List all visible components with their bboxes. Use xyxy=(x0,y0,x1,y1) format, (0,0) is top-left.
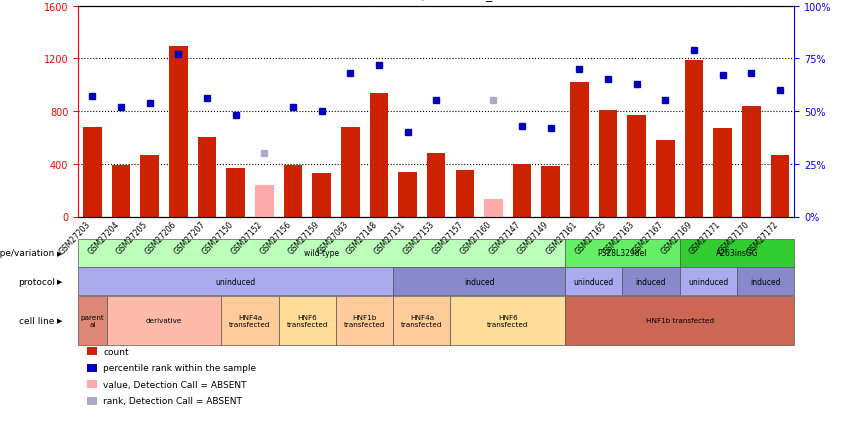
Bar xyxy=(685,60,703,217)
Text: ▶: ▶ xyxy=(57,250,62,256)
Bar xyxy=(341,128,359,217)
Text: GSM27153: GSM27153 xyxy=(401,219,437,256)
Text: GSM27165: GSM27165 xyxy=(573,219,608,256)
Text: GSM27151: GSM27151 xyxy=(373,219,408,255)
Text: GSM27205: GSM27205 xyxy=(115,219,150,256)
Text: ▶: ▶ xyxy=(57,279,62,284)
Text: uninduced: uninduced xyxy=(215,277,256,286)
Text: GSM27152: GSM27152 xyxy=(230,219,264,255)
Text: GSM27203: GSM27203 xyxy=(57,219,92,256)
Text: HNF4a
transfected: HNF4a transfected xyxy=(229,314,271,327)
Bar xyxy=(484,200,503,217)
Text: GSM27156: GSM27156 xyxy=(258,219,293,256)
Bar xyxy=(513,164,531,217)
Bar xyxy=(112,166,130,217)
Text: GSM27150: GSM27150 xyxy=(201,219,236,256)
Text: induced: induced xyxy=(464,277,495,286)
Text: GSM27167: GSM27167 xyxy=(630,219,665,256)
Bar xyxy=(713,129,732,217)
Text: HNF6
transfected: HNF6 transfected xyxy=(286,314,328,327)
Bar xyxy=(542,167,560,217)
Text: GSM27149: GSM27149 xyxy=(516,219,551,256)
Text: value, Detection Call = ABSENT: value, Detection Call = ABSENT xyxy=(103,380,247,389)
Text: wild type: wild type xyxy=(304,249,339,258)
Text: parent
al: parent al xyxy=(81,314,104,327)
Text: GSM27207: GSM27207 xyxy=(172,219,207,256)
Text: GSM27163: GSM27163 xyxy=(602,219,637,256)
Text: GSM27172: GSM27172 xyxy=(746,219,780,255)
Bar xyxy=(570,83,589,217)
Bar xyxy=(198,138,216,217)
Bar xyxy=(141,155,159,217)
Text: GSM27206: GSM27206 xyxy=(143,219,179,256)
Text: GSM27160: GSM27160 xyxy=(458,219,493,256)
Bar xyxy=(456,171,474,217)
Bar xyxy=(628,116,646,217)
Bar xyxy=(398,172,417,217)
Text: induced: induced xyxy=(750,277,781,286)
Text: derivative: derivative xyxy=(146,318,182,324)
Text: HNF4a
transfected: HNF4a transfected xyxy=(401,314,443,327)
Text: HNF1b transfected: HNF1b transfected xyxy=(646,318,713,324)
Text: GSM27161: GSM27161 xyxy=(545,219,580,255)
Text: GSM27169: GSM27169 xyxy=(659,219,694,256)
Text: rank, Detection Call = ABSENT: rank, Detection Call = ABSENT xyxy=(103,396,242,405)
Bar xyxy=(312,174,331,217)
Bar xyxy=(370,93,388,217)
Bar xyxy=(771,155,789,217)
Bar xyxy=(599,110,617,217)
Bar xyxy=(83,128,102,217)
Text: GSM27159: GSM27159 xyxy=(286,219,322,256)
Bar xyxy=(427,154,445,217)
Text: GSM27148: GSM27148 xyxy=(345,219,378,255)
Text: percentile rank within the sample: percentile rank within the sample xyxy=(103,363,256,372)
Text: A263insGG: A263insGG xyxy=(715,249,759,258)
Text: uninduced: uninduced xyxy=(574,277,614,286)
Text: GSM27147: GSM27147 xyxy=(487,219,522,256)
Bar xyxy=(169,47,187,217)
Text: P328L329del: P328L329del xyxy=(597,249,648,258)
Title: GDS905 / 1377534_at: GDS905 / 1377534_at xyxy=(367,0,505,1)
Bar xyxy=(742,106,760,217)
Text: HNF6
transfected: HNF6 transfected xyxy=(487,314,529,327)
Text: GSM27157: GSM27157 xyxy=(430,219,465,256)
Text: ▶: ▶ xyxy=(57,318,62,324)
Text: genotype/variation: genotype/variation xyxy=(0,249,55,258)
Text: count: count xyxy=(103,347,129,356)
Text: cell line: cell line xyxy=(19,316,55,325)
Text: GSM27063: GSM27063 xyxy=(315,219,351,256)
Text: uninduced: uninduced xyxy=(688,277,728,286)
Text: HNF1b
transfected: HNF1b transfected xyxy=(344,314,385,327)
Bar xyxy=(656,141,674,217)
Text: GSM27170: GSM27170 xyxy=(716,219,751,256)
Bar xyxy=(255,185,273,217)
Bar xyxy=(227,168,245,217)
Text: induced: induced xyxy=(635,277,667,286)
Bar xyxy=(284,166,302,217)
Text: GSM27204: GSM27204 xyxy=(86,219,122,256)
Text: GSM27171: GSM27171 xyxy=(688,219,722,255)
Text: protocol: protocol xyxy=(17,277,55,286)
